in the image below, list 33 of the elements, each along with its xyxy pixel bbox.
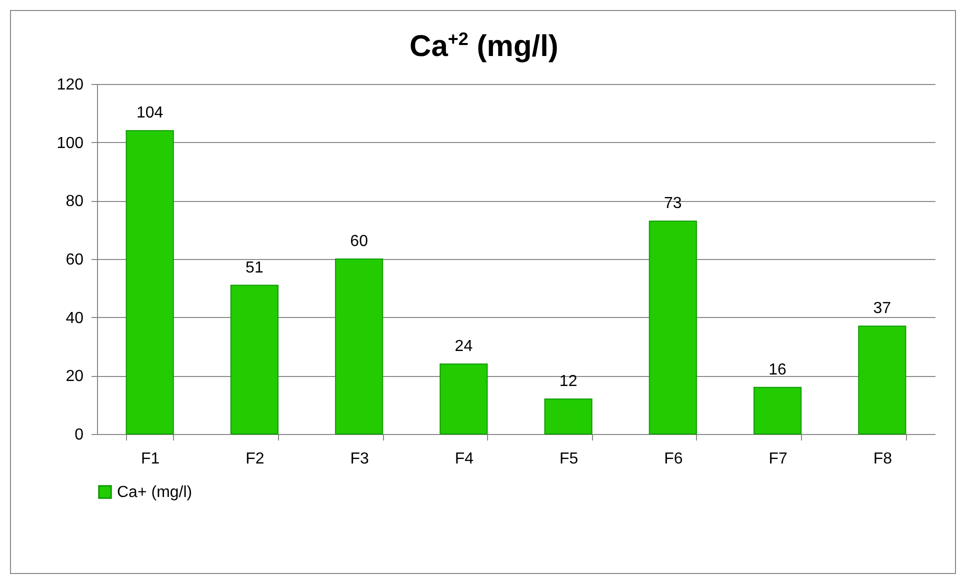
y-tick-label: 20 (66, 368, 84, 386)
bar (754, 386, 802, 434)
data-label: 16 (768, 361, 787, 378)
bar (440, 364, 488, 434)
bar (544, 398, 592, 434)
x-tick-label: F2 (246, 450, 264, 468)
bar (230, 284, 278, 434)
x-tick-label: F3 (350, 450, 370, 468)
data-label: 60 (350, 233, 368, 250)
bar (335, 258, 384, 434)
y-tick-label: 0 (74, 426, 84, 444)
legend-label: Ca+ (mg/l) (117, 484, 192, 501)
data-label: 12 (559, 373, 578, 390)
x-tick-label: F4 (454, 450, 474, 468)
y-tick-label: 120 (56, 76, 84, 94)
x-tick-label: F1 (140, 450, 160, 468)
bar (858, 326, 906, 434)
bar (126, 130, 174, 434)
data-label: 73 (664, 195, 682, 212)
data-label: 37 (873, 300, 892, 318)
x-tick-label: F7 (768, 450, 788, 468)
bar (648, 220, 697, 434)
data-label: 24 (454, 338, 473, 355)
data-label: 51 (246, 259, 264, 276)
y-tick-label: 100 (56, 134, 84, 152)
y-tick-label: 60 (66, 252, 84, 268)
x-tick-label: F5 (559, 450, 578, 468)
y-tick-label: 80 (66, 193, 84, 210)
y-tick-label: 40 (66, 310, 84, 327)
x-tick-label: F6 (664, 450, 683, 468)
x-tick-label: F8 (873, 450, 892, 468)
chart-title: Ca$^{+2}$ (mg/l) (408, 29, 560, 64)
data-label: 104 (136, 104, 164, 122)
